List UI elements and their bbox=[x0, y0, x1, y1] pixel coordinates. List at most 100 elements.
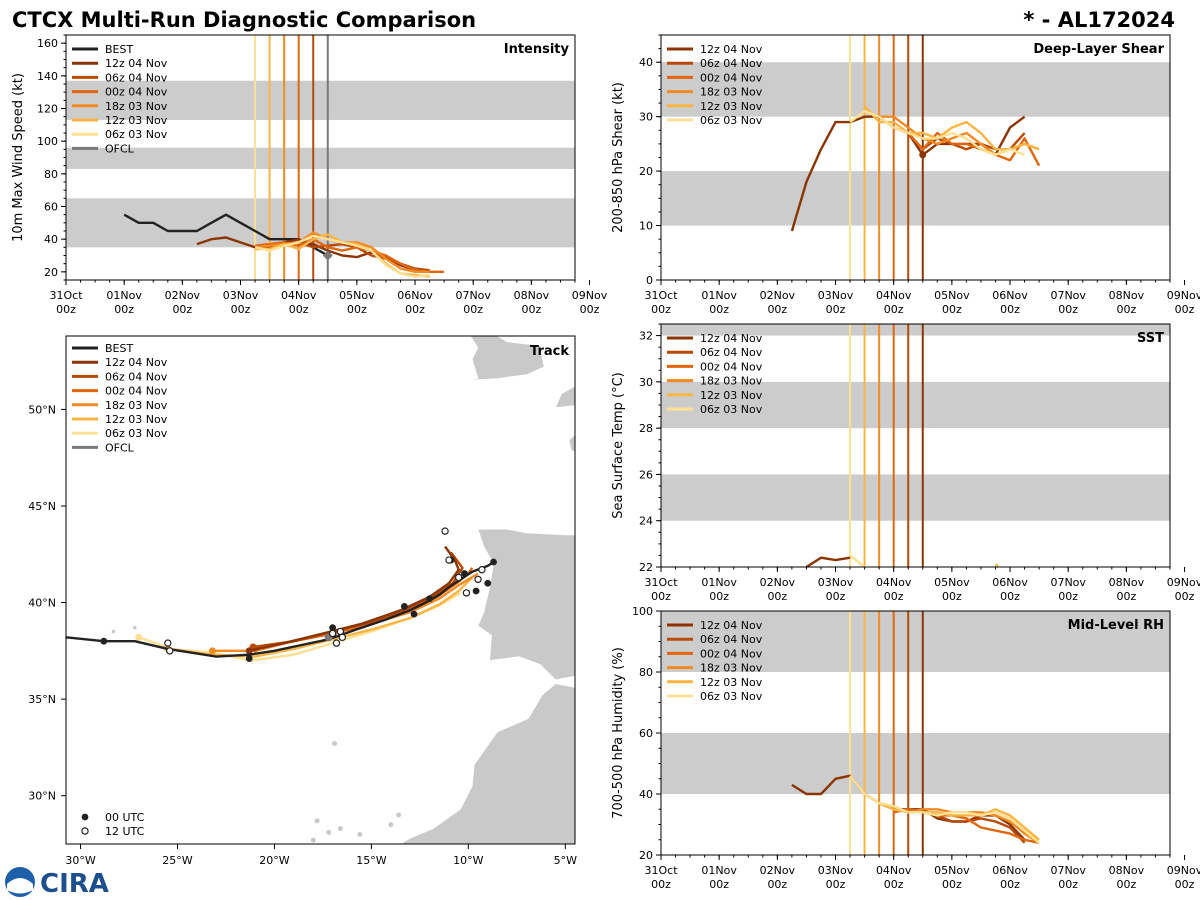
x-tick-hour: 00z bbox=[405, 303, 425, 316]
figure-title: CTCX Multi-Run Diagnostic Comparison bbox=[12, 8, 476, 32]
series-line-06z-03-nov bbox=[849, 774, 1040, 844]
y-tick-label: 10 bbox=[639, 220, 653, 233]
y-tick-label: 60 bbox=[639, 727, 653, 740]
legend-label-06z-03-nov: 06z 03 Nov bbox=[105, 427, 168, 440]
legend-label-ofcl: OFCL bbox=[105, 441, 135, 454]
y-tick-label: 24 bbox=[639, 515, 653, 528]
fix-00utc bbox=[329, 624, 337, 632]
lat-tick-label: 45°N bbox=[28, 500, 56, 513]
x-tick-hour: 00z bbox=[942, 303, 962, 316]
lon-tick-label: 20°W bbox=[259, 854, 289, 867]
madeira-island bbox=[332, 741, 338, 747]
track-start-12z-04-nov bbox=[245, 647, 253, 655]
plot-frame bbox=[660, 323, 1171, 568]
x-tick-hour: 00z bbox=[1175, 303, 1195, 316]
x-tick-day: 31Oct bbox=[644, 289, 678, 302]
x-tick-hour: 00z bbox=[172, 303, 192, 316]
x-tick-hour: 00z bbox=[651, 590, 671, 603]
y-axis-label: 200-850 hPa Shear (kt) bbox=[611, 82, 626, 233]
lon-tick-label: 10°W bbox=[453, 854, 483, 867]
fix-12utc bbox=[445, 556, 453, 564]
x-tick-day: 04Nov bbox=[876, 289, 912, 302]
x-tick-hour: 00z bbox=[1000, 878, 1020, 891]
legend-label-12z-04-nov: 12z 04 Nov bbox=[105, 356, 168, 369]
x-tick-hour: 00z bbox=[709, 878, 729, 891]
shaded-band bbox=[661, 62, 1170, 117]
lon-tick-label: 30°W bbox=[65, 854, 95, 867]
series-line-12z-04-nov bbox=[805, 556, 851, 567]
panel-title: Deep-Layer Shear bbox=[1033, 42, 1164, 57]
y-tick-label: 60 bbox=[44, 201, 58, 214]
canary-island bbox=[357, 831, 363, 837]
legend-marker-12utc bbox=[81, 827, 89, 835]
x-tick-day: 03Nov bbox=[818, 289, 854, 302]
x-tick-hour: 00z bbox=[1000, 303, 1020, 316]
fix-00utc bbox=[490, 558, 497, 566]
series-group bbox=[791, 774, 1040, 844]
x-tick-day: 09Nov bbox=[1167, 576, 1200, 589]
shaded-band bbox=[661, 324, 1170, 336]
panel-title: Track bbox=[530, 344, 569, 359]
fix-12utc bbox=[166, 647, 174, 655]
series-line-00z-04-nov bbox=[893, 126, 1041, 167]
y-tick-label: 20 bbox=[639, 165, 653, 178]
lon-tick-label: 15°W bbox=[356, 854, 386, 867]
legend-label-00z-04-nov: 00z 04 Nov bbox=[700, 647, 763, 660]
legend-label-best: BEST bbox=[105, 43, 133, 56]
canary-island bbox=[314, 818, 320, 824]
track-00z-04-nov bbox=[254, 567, 474, 651]
x-tick-hour: 00z bbox=[114, 303, 134, 316]
x-tick-hour: 00z bbox=[56, 303, 76, 316]
x-tick-hour: 00z bbox=[826, 878, 846, 891]
x-tick-hour: 00z bbox=[1175, 878, 1195, 891]
fix-12utc bbox=[338, 633, 347, 642]
y-tick-label: 40 bbox=[639, 788, 653, 801]
y-tick-label: 32 bbox=[639, 330, 653, 343]
x-tick-day: 01Nov bbox=[701, 289, 737, 302]
canary-island bbox=[337, 826, 343, 832]
fix-12utc bbox=[478, 566, 486, 574]
legend-label-12z-03-nov: 12z 03 Nov bbox=[105, 114, 168, 127]
shaded-band bbox=[66, 147, 575, 169]
y-axis-label: Sea Surface Temp (°C) bbox=[611, 372, 626, 519]
legend-label-12z-04-nov: 12z 04 Nov bbox=[700, 619, 763, 632]
africa-landmass bbox=[399, 683, 575, 844]
legend-label-12z-04-nov: 12z 04 Nov bbox=[700, 43, 763, 56]
x-tick-hour: 00z bbox=[347, 303, 367, 316]
fix-00utc bbox=[484, 579, 492, 587]
shaded-band bbox=[661, 733, 1170, 794]
x-tick-hour: 00z bbox=[1116, 303, 1136, 316]
y-tick-label: 30 bbox=[639, 376, 653, 389]
legend-label-18z-03-nov: 18z 03 Nov bbox=[105, 100, 168, 113]
ireland-landmass bbox=[462, 336, 545, 381]
y-tick-label: 40 bbox=[639, 56, 653, 69]
legend-label-00z-04-nov: 00z 04 Nov bbox=[700, 71, 763, 84]
y-tick-label: 80 bbox=[639, 666, 653, 679]
x-tick-day: 04Nov bbox=[876, 576, 912, 589]
x-tick-day: 03Nov bbox=[223, 289, 259, 302]
shear-init-point bbox=[919, 151, 927, 159]
x-tick-hour: 00z bbox=[231, 303, 251, 316]
legend-label-00z-04-nov: 00z 04 Nov bbox=[105, 385, 168, 398]
x-tick-hour: 00z bbox=[1116, 590, 1136, 603]
x-tick-day: 09Nov bbox=[572, 289, 608, 302]
y-tick-label: 22 bbox=[639, 561, 653, 574]
y-tick-label: 20 bbox=[639, 849, 653, 862]
series-line-06z-03-nov bbox=[849, 554, 866, 567]
shaded-band bbox=[661, 171, 1170, 226]
lon-tick-label: 25°W bbox=[162, 854, 192, 867]
y-tick-label: 30 bbox=[639, 111, 653, 124]
x-tick-day: 03Nov bbox=[818, 864, 854, 877]
brittany-landmass bbox=[568, 434, 575, 453]
lat-tick-label: 50°N bbox=[28, 403, 56, 416]
noaa-wave-icon bbox=[7, 878, 33, 894]
legend-label-00utc: 00 UTC bbox=[105, 811, 145, 824]
x-tick-day: 07Nov bbox=[1050, 576, 1086, 589]
fix-12utc bbox=[474, 575, 482, 584]
legend-label-06z-04-nov: 06z 04 Nov bbox=[700, 57, 763, 70]
legend-label-06z-04-nov: 06z 04 Nov bbox=[700, 346, 763, 359]
iberia-landmass bbox=[477, 528, 575, 681]
series-group bbox=[123, 213, 445, 278]
x-tick-day: 05Nov bbox=[934, 289, 970, 302]
